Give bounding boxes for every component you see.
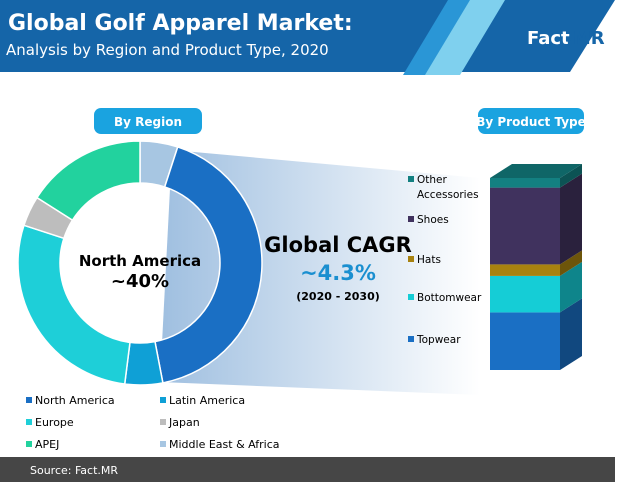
donut-legend: North America Latin America Europe Japan APE… (26, 394, 280, 451)
cagr-value: ~4.3% (300, 261, 376, 285)
legend-item: North America (35, 394, 115, 407)
legend-item: Japan (168, 416, 200, 429)
logo: Fact (527, 28, 570, 49)
legend-item: Latin America (169, 394, 245, 407)
logo-box (524, 24, 566, 50)
legend-swatch (160, 441, 166, 447)
legend-swatch (408, 216, 414, 222)
donut-slice-apej (35, 140, 141, 222)
bar-segment-topwear (490, 312, 560, 370)
legend-item: Europe (35, 416, 74, 429)
legend-item: Other (417, 174, 447, 186)
cagr-label: Global CAGR (264, 233, 412, 257)
legend-item: Middle East & Africa (169, 438, 280, 451)
legend-item: Accessories (417, 189, 479, 201)
legend-swatch (160, 397, 166, 403)
bar-segment-shoes (490, 187, 560, 265)
donut-slice-north-america (154, 146, 263, 384)
donut-center-label: North America (79, 252, 201, 270)
by-product-badge (478, 108, 584, 134)
legend-swatch (408, 294, 414, 300)
bar-side-hats (560, 250, 582, 276)
bar-segment-bottomwear (490, 275, 560, 313)
legend-swatch (408, 336, 414, 342)
source-text: Source: Fact.MR (30, 464, 118, 477)
cagr-period: (2020 - 2030) (296, 290, 380, 303)
bar-side-other-accessories (560, 164, 582, 188)
legend-swatch (408, 256, 414, 262)
bar-legend: Topwear Bottomwear Hats Shoes Other Accessori… (408, 174, 482, 346)
legend-swatch (408, 176, 414, 182)
legend-item: Shoes (417, 214, 449, 226)
bar-side-bottomwear (560, 261, 582, 313)
legend-item: Bottomwear (417, 292, 482, 304)
bar-segment-other-accessories (490, 178, 560, 188)
chart-title: Global Golf Apparel Market: (8, 11, 353, 36)
bar-side-topwear (560, 298, 582, 370)
bar-side-shoes (560, 173, 582, 265)
bar-top-face (490, 164, 582, 178)
legend-item: Hats (417, 254, 441, 266)
bar-title: By Product Type (476, 115, 586, 129)
chart-subtitle: Analysis by Region and Product Type, 202… (6, 41, 329, 59)
header-stripe (425, 0, 505, 75)
legend-swatch (160, 419, 166, 425)
svg-text:.MR: .MR (566, 28, 605, 49)
by-region-badge (94, 108, 202, 134)
donut-slice-europe (17, 224, 131, 385)
bar-segment-hats (490, 264, 560, 276)
stacked-bar (490, 164, 582, 370)
legend-swatch (26, 419, 32, 425)
legend-swatch (26, 441, 32, 447)
legend-swatch (26, 397, 32, 403)
donut-chart (17, 140, 263, 386)
donut-center-value: ~40% (111, 271, 169, 292)
legend-item: Topwear (416, 334, 461, 346)
legend-item: APEJ (35, 438, 59, 451)
donut-title: By Region (114, 115, 182, 129)
footer (0, 457, 615, 482)
